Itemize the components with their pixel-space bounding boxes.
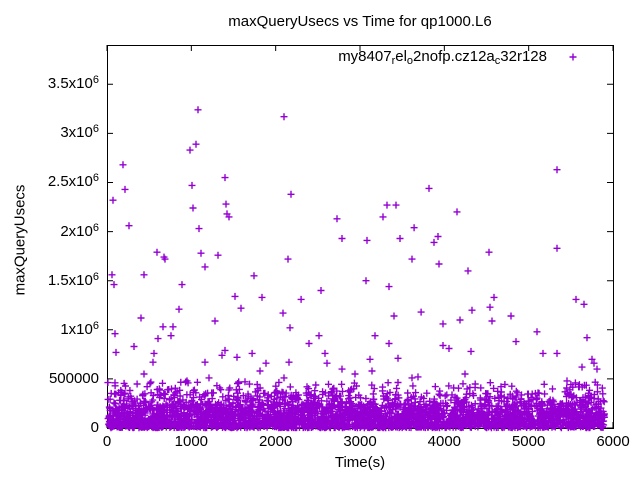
- exponent: 6: [92, 221, 99, 234]
- x-tick-label: 1000: [174, 433, 209, 450]
- legend-text: 2nofp.cz12a: [413, 48, 495, 65]
- exponent: 6: [92, 74, 99, 87]
- legend-subscript: o: [406, 55, 414, 67]
- y-tick-label: 1.5x106: [47, 270, 99, 289]
- x-tick-label: 4000: [427, 433, 462, 450]
- legend-text: el: [395, 48, 407, 65]
- x-tick-label: 2000: [258, 433, 293, 450]
- exponent: 6: [92, 270, 99, 283]
- x-tick-label: 5000: [511, 433, 546, 450]
- axis-ticks: [106, 45, 614, 429]
- y-tick-label: 3.5x106: [47, 74, 99, 93]
- scatter-points: [104, 106, 608, 432]
- legend-subscript: c: [494, 55, 501, 67]
- legend-marker: [569, 53, 577, 61]
- y-tick-label: 0: [90, 419, 99, 436]
- y-tick-label: 1x106: [60, 319, 99, 338]
- y-tick-label: 2.5x106: [47, 172, 99, 191]
- legend-subscript: r: [391, 55, 396, 67]
- x-axis-title: Time(s): [334, 454, 386, 471]
- x-tick-label: 0: [102, 433, 112, 450]
- chart-title: maxQueryUsecs vs Time for qp1000.L6: [228, 13, 492, 30]
- exponent: 6: [92, 172, 99, 185]
- legend-text: 32r128: [500, 48, 547, 65]
- x-tick-label: 3000: [343, 433, 377, 450]
- exponent: 6: [92, 319, 99, 332]
- y-tick-label: 3x106: [60, 123, 99, 142]
- legend-text: my8407: [338, 48, 392, 65]
- y-tick-label: 500000: [48, 369, 99, 387]
- legend-label: my8407relo2nofp.cz12ac32r128: [338, 48, 547, 67]
- y-tick-label: 2x106: [60, 221, 99, 240]
- exponent: 6: [92, 123, 99, 136]
- plot-border: [107, 45, 614, 429]
- x-tick-label: 6000: [596, 433, 630, 450]
